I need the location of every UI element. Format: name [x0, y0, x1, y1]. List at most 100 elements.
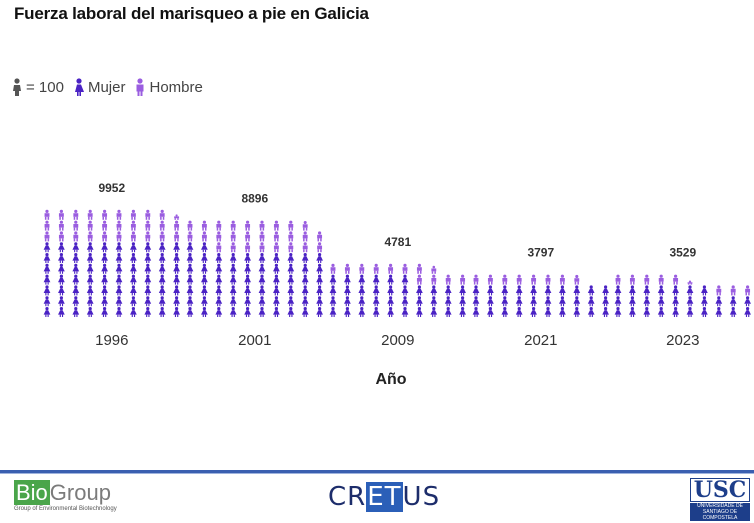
icon-mujer — [530, 285, 537, 296]
total-label: 3797 — [527, 246, 554, 260]
icon-hombre — [416, 274, 422, 285]
icon-hombre — [73, 231, 79, 242]
icon-mujer — [258, 274, 266, 285]
icon-mujer — [287, 253, 295, 263]
icon-mujer — [186, 263, 194, 274]
icon-mujer — [244, 307, 251, 317]
icon-mujer — [614, 296, 622, 307]
icon-mujer — [273, 307, 280, 317]
icon-mujer — [344, 296, 351, 307]
icon-mujer — [130, 242, 137, 253]
icon-mujer — [72, 307, 80, 317]
icon-mujer — [173, 285, 180, 296]
icon-mujer — [43, 296, 51, 307]
icon-mujer — [215, 307, 223, 317]
icon-hombre — [245, 231, 251, 242]
icon-mujer — [701, 307, 708, 317]
icon-mujer — [559, 307, 566, 317]
icon-mujer — [244, 274, 251, 285]
icon-mujer — [487, 307, 494, 317]
icon-mujer — [229, 296, 237, 307]
icon-mujer — [273, 263, 280, 274]
category-label: 2001 — [238, 332, 271, 349]
icon-mujer — [329, 274, 337, 285]
person-unit-icon — [13, 78, 21, 96]
icon-mujer — [130, 263, 137, 274]
icon-mujer — [416, 307, 423, 317]
icon-mujer — [158, 242, 166, 253]
icon-mujer — [115, 274, 123, 285]
icon-mujer — [344, 307, 351, 317]
icon-mujer — [501, 296, 509, 307]
woman-icon — [74, 78, 84, 96]
icon-hombre — [216, 220, 222, 231]
icon-hombre — [245, 242, 251, 253]
icon-mujer — [58, 253, 65, 263]
icon-mujer — [344, 285, 351, 296]
icon-hombre — [58, 231, 64, 242]
icon-mujer — [158, 307, 166, 317]
icon-mujer — [244, 285, 251, 296]
icon-hombre — [473, 274, 479, 285]
icon-mujer — [115, 242, 123, 253]
icon-mujer — [686, 296, 694, 307]
icon-mujer — [686, 285, 694, 296]
icon-mujer — [701, 285, 708, 296]
icon-mujer — [173, 296, 180, 307]
icon-mujer — [144, 307, 152, 317]
icon-mujer — [387, 307, 394, 317]
icon-hombre — [288, 242, 294, 253]
icon-mujer — [115, 307, 123, 317]
icon-mujer — [657, 307, 665, 317]
icon-mujer — [215, 274, 223, 285]
icon-hombre — [44, 220, 50, 231]
icon-mujer — [287, 274, 295, 285]
icon-mujer — [602, 296, 609, 307]
icon-mujer — [43, 274, 51, 285]
legend-mujer-label: Mujer — [87, 78, 126, 96]
usc-logo: USC UNIVERSIDADE DE SANTIAGO DE COMPOSTE… — [690, 478, 750, 521]
icon-hombre — [516, 274, 522, 285]
icon-hombre — [245, 220, 251, 231]
icon-mujer — [372, 274, 380, 285]
icon-mujer — [614, 285, 622, 296]
icon-mujer — [229, 253, 237, 263]
icon-mujer — [229, 307, 237, 317]
icon-mujer — [86, 263, 94, 274]
icon-mujer — [401, 296, 409, 307]
icon-mujer — [287, 285, 295, 296]
legend: = 100 Mujer Hombre — [12, 76, 209, 98]
icon-mujer — [573, 296, 581, 307]
icon-hombre — [130, 220, 136, 231]
icon-mujer — [244, 263, 251, 274]
icon-hombre — [545, 274, 551, 285]
icon-mujer — [501, 285, 509, 296]
icon-mujer — [686, 307, 694, 317]
icon-hombre — [130, 231, 136, 242]
icon-mujer — [515, 296, 523, 307]
icon-hombre — [58, 209, 64, 220]
icon-mujer — [416, 296, 423, 307]
icon-mujer — [316, 307, 323, 317]
icon-mujer — [58, 307, 65, 317]
icon-mujer — [201, 253, 208, 263]
icon-mujer — [672, 285, 679, 296]
icon-mujer — [43, 263, 51, 274]
icon-mujer — [729, 307, 737, 317]
icon-mujer — [301, 253, 309, 263]
icon-mujer — [729, 296, 737, 307]
icon-mujer — [401, 307, 409, 317]
icon-mujer — [173, 307, 180, 317]
icon-hombre — [487, 274, 493, 285]
icon-mujer — [444, 296, 452, 307]
icon-mujer — [130, 307, 137, 317]
category-label: 2021 — [524, 332, 557, 349]
icon-mujer — [301, 296, 309, 307]
icon-mujer — [444, 307, 452, 317]
icon-mujer — [587, 307, 595, 317]
icon-hombre — [502, 274, 508, 285]
icon-mujer — [358, 307, 366, 317]
icon-mujer — [587, 285, 595, 296]
icon-hombre — [559, 274, 565, 285]
icon-mujer — [144, 285, 152, 296]
